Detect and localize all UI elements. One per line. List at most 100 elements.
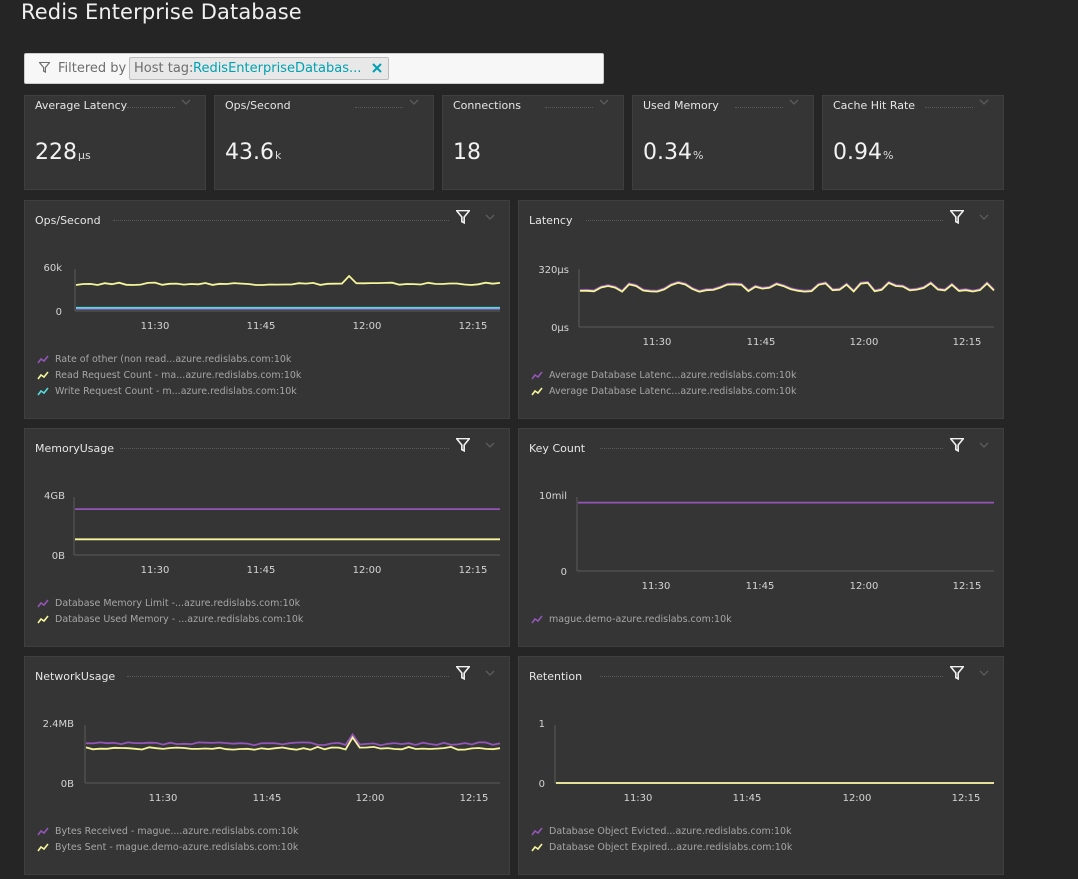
chart-tile[interactable]: Key Count 10mil 0 11:30 11:45 12:00 12:15 mague…: [518, 428, 1004, 647]
series-line: [85, 735, 501, 751]
chevron-down-icon[interactable]: [979, 214, 989, 221]
chart-title: Latency: [529, 214, 573, 227]
legend-label: Database Memory Limit -...azure.redislab…: [55, 598, 301, 609]
chart-plot: 2.4MB 0B 11:30 11:45 12:00 12:15: [43, 719, 501, 804]
y-tick-label: 60k: [43, 263, 62, 274]
legend-label: Database Object Expired...azure.redislab…: [549, 842, 793, 853]
x-tick-label: 11:45: [733, 793, 762, 804]
y-tick-label: 0: [561, 567, 567, 578]
title-divider: [735, 107, 783, 108]
y-tick-label: 2.4MB: [43, 719, 75, 730]
kpi-value-group: 43.6k: [225, 140, 281, 165]
chart-title: Ops/Second: [35, 214, 101, 227]
x-tick-label: 12:15: [459, 565, 488, 576]
title-divider: [586, 220, 943, 221]
filter-icon[interactable]: [456, 210, 470, 224]
x-tick-label: 11:45: [253, 793, 282, 804]
y-tick-label: 1: [539, 719, 545, 730]
x-tick-label: 12:15: [952, 793, 981, 804]
chevron-down-icon[interactable]: [979, 99, 989, 106]
filter-icon[interactable]: [950, 438, 964, 452]
title-divider: [355, 107, 403, 108]
kpi-tile[interactable]: Cache Hit Rate 0.94%: [822, 95, 1004, 190]
legend-label: Database Object Evicted...azure.redislab…: [549, 826, 792, 837]
x-tick-label: 11:30: [643, 337, 672, 348]
series-swatch-icon: [531, 615, 543, 624]
x-tick-label: 12:00: [356, 793, 385, 804]
series-swatch-icon: [531, 387, 543, 396]
kpi-tile[interactable]: Used Memory 0.34%: [632, 95, 814, 190]
legend-label: Average Database Latenc...azure.redislab…: [549, 386, 797, 397]
chevron-down-icon[interactable]: [979, 442, 989, 449]
kpi-title: Used Memory: [643, 99, 719, 112]
chart-plot: 320µs 0µs 11:30 11:45 12:00 12:15: [538, 265, 995, 348]
filter-icon[interactable]: [456, 666, 470, 680]
kpi-title: Connections: [453, 99, 521, 112]
chart-plot: 4GB 0B 11:30 11:45 12:00 12:15: [44, 491, 500, 576]
chevron-down-icon[interactable]: [599, 99, 609, 106]
legend-label: Bytes Received - mague....azure.redislab…: [55, 826, 299, 837]
kpi-tile[interactable]: Connections 18: [442, 95, 624, 190]
series-swatch-icon: [37, 355, 49, 364]
series-swatch-icon: [37, 371, 49, 380]
chart-tile[interactable]: Ops/Second 60k 0 11:30 11:45 12:00 12:15 Rate o…: [24, 200, 510, 419]
filter-icon: [39, 62, 50, 73]
kpi-value: 228: [35, 140, 77, 165]
filter-icon[interactable]: [950, 666, 964, 680]
x-tick-label: 11:45: [247, 321, 276, 332]
chevron-down-icon[interactable]: [181, 99, 191, 106]
x-tick-label: 11:45: [247, 565, 276, 576]
kpi-value-group: 0.34%: [643, 140, 703, 165]
chevron-down-icon[interactable]: [789, 99, 799, 106]
chart-tile[interactable]: Latency 320µs 0µs 11:30 11:45 12:00 12:15 Avera…: [518, 200, 1004, 419]
chevron-down-icon[interactable]: [979, 670, 989, 677]
series-swatch-icon: [531, 371, 543, 380]
kpi-tile[interactable]: Average Latency 228µs: [24, 95, 206, 190]
chevron-down-icon[interactable]: [485, 214, 495, 221]
x-tick-label: 11:45: [746, 581, 775, 592]
kpi-unit: %: [882, 149, 894, 162]
close-icon[interactable]: [371, 62, 383, 74]
legend-label: Rate of other (non read...azure.redislab…: [55, 354, 292, 365]
legend-label: Database Used Memory - ...azure.redislab…: [55, 614, 304, 625]
filter-bar[interactable]: Filtered by Host tag: RedisEnterpriseDat…: [24, 53, 604, 84]
x-tick-label: 12:15: [460, 793, 489, 804]
filter-icon[interactable]: [950, 210, 964, 224]
chart-tile[interactable]: NetworkUsage 2.4MB 0B 11:30 11:45 12:00 12:15 B…: [24, 656, 510, 875]
filter-chip[interactable]: Host tag: RedisEnterpriseDatabas...: [129, 57, 389, 80]
chart-tile[interactable]: MemoryUsage 4GB 0B 11:30 11:45 12:00 12:15 Data…: [24, 428, 510, 647]
series-line: [75, 274, 501, 286]
x-tick-label: 11:30: [624, 793, 653, 804]
filter-icon[interactable]: [456, 438, 470, 452]
y-tick-label: 4GB: [44, 491, 65, 502]
title-divider: [545, 107, 593, 108]
series-swatch-icon: [531, 827, 543, 836]
chevron-down-icon[interactable]: [485, 442, 495, 449]
series-swatch-icon: [37, 599, 49, 608]
y-tick-label: 0: [539, 779, 545, 790]
series-line: [85, 732, 501, 747]
legend-label: mague.demo-azure.redislabs.com:10k: [549, 614, 732, 625]
kpi-value: 18: [453, 140, 481, 165]
x-tick-label: 12:00: [353, 321, 382, 332]
y-tick-label: 0µs: [551, 323, 569, 334]
series-swatch-icon: [37, 387, 49, 396]
kpi-value: 0.34: [643, 140, 692, 165]
x-tick-label: 11:30: [642, 581, 671, 592]
x-tick-label: 12:15: [953, 581, 982, 592]
title-divider: [600, 676, 943, 677]
x-tick-label: 12:15: [459, 321, 488, 332]
kpi-value-group: 18: [453, 140, 482, 165]
kpi-tile[interactable]: Ops/Second 43.6k: [214, 95, 434, 190]
kpi-value: 43.6: [225, 140, 274, 165]
title-divider: [120, 448, 449, 449]
title-divider: [127, 676, 449, 677]
legend-label: Read Request Count - ma...azure.redislab…: [55, 370, 302, 381]
chevron-down-icon[interactable]: [485, 670, 495, 677]
chart-tile[interactable]: Retention 1 0 11:30 11:45 12:00 12:15 Database …: [518, 656, 1004, 875]
filter-chip-value: RedisEnterpriseDatabas...: [193, 61, 362, 76]
kpi-unit: µs: [78, 149, 91, 162]
legend-label: Bytes Sent - mague.demo-azure.redislabs.…: [55, 842, 299, 853]
x-tick-label: 12:00: [353, 565, 382, 576]
chevron-down-icon[interactable]: [409, 99, 419, 106]
